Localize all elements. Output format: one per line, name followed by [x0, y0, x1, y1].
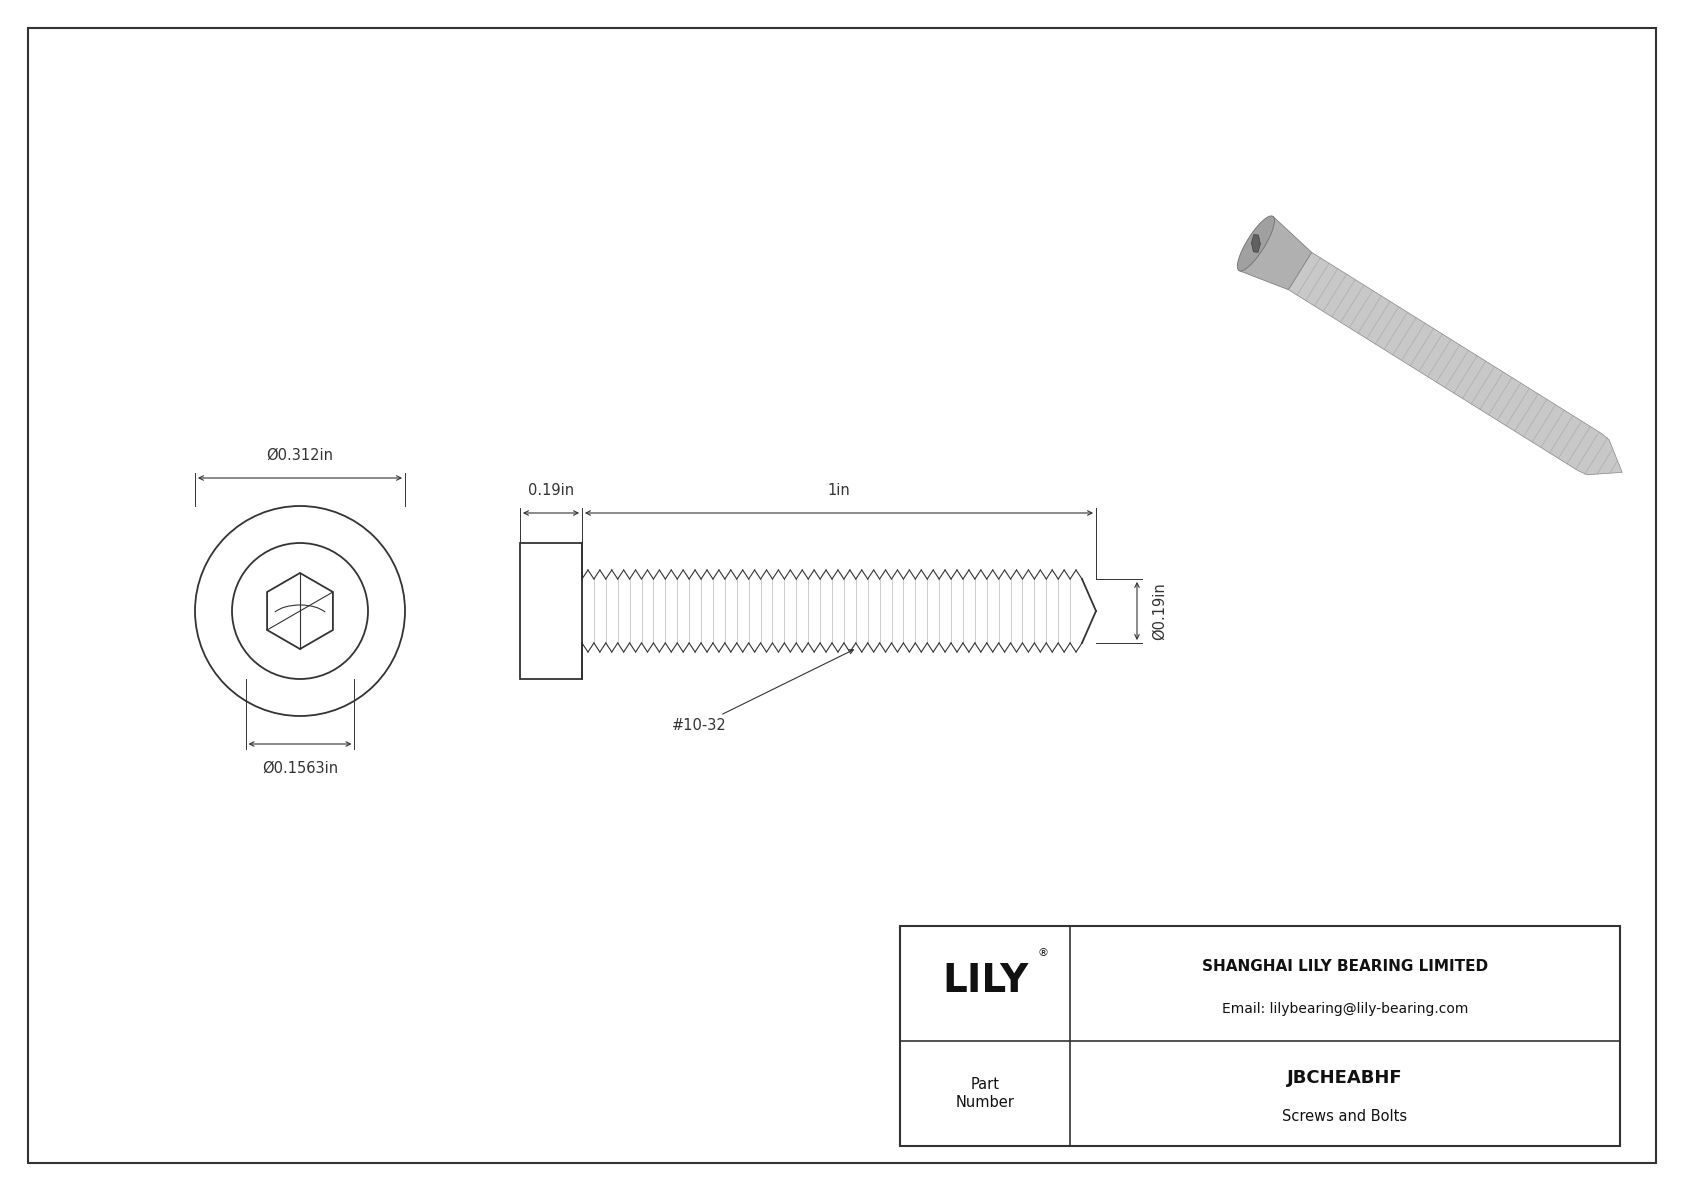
Polygon shape	[1251, 235, 1260, 252]
Text: 0.19in: 0.19in	[529, 484, 574, 498]
Bar	[899, 925, 1620, 1146]
Bar	[520, 543, 583, 679]
Text: ®: ®	[1037, 948, 1049, 959]
Text: Ø0.19in: Ø0.19in	[1152, 582, 1167, 640]
Polygon shape	[1238, 216, 1275, 272]
Text: Ø0.312in: Ø0.312in	[266, 448, 333, 463]
Polygon shape	[1239, 217, 1312, 289]
Text: SHANGHAI LILY BEARING LIMITED: SHANGHAI LILY BEARING LIMITED	[1202, 959, 1489, 974]
Text: Part
Number: Part Number	[955, 1078, 1014, 1110]
Text: Email: lilybearing@lily-bearing.com: Email: lilybearing@lily-bearing.com	[1223, 1002, 1468, 1016]
Text: Screws and Bolts: Screws and Bolts	[1283, 1109, 1408, 1124]
Text: JBCHEABHF: JBCHEABHF	[1287, 1068, 1403, 1086]
Text: #10-32: #10-32	[672, 650, 854, 732]
Polygon shape	[1288, 252, 1622, 475]
Text: Ø0.1563in: Ø0.1563in	[263, 761, 338, 777]
Text: 1in: 1in	[827, 484, 850, 498]
Text: LILY: LILY	[941, 962, 1029, 1000]
